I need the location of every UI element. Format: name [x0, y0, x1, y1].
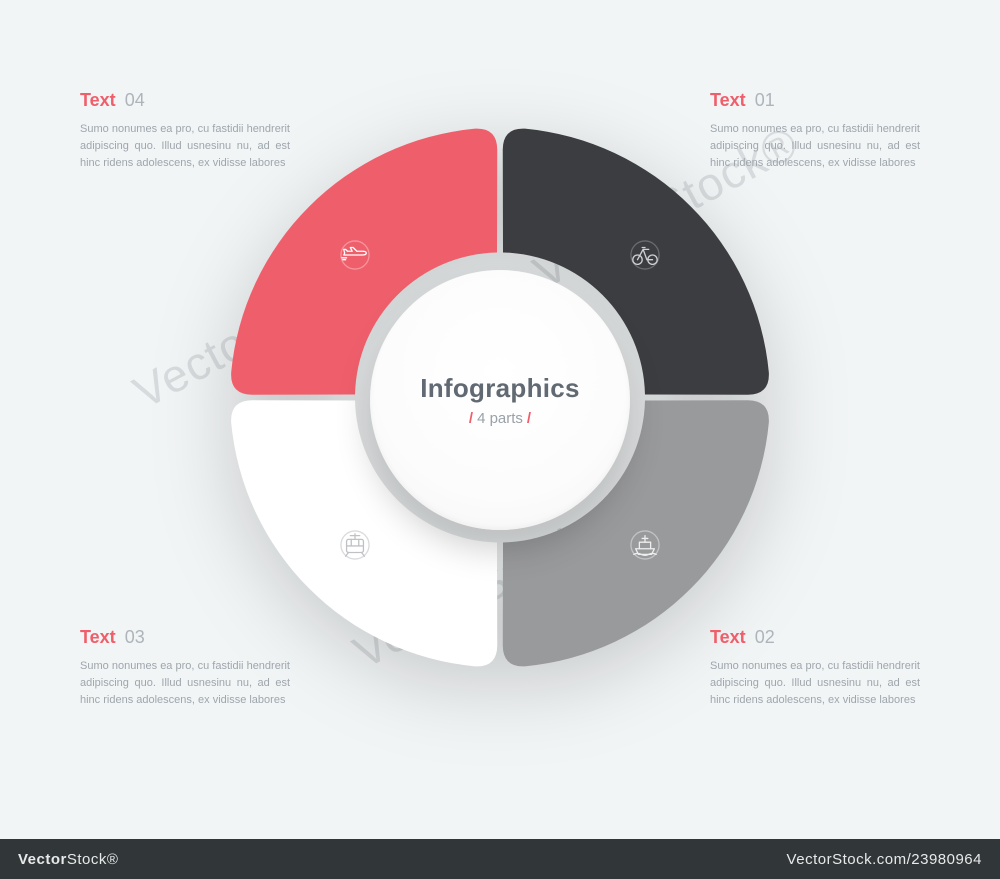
text-heading: Text 02	[710, 627, 920, 648]
text-body: Sumo nonumes ea pro, cu fastidii hendrer…	[80, 121, 290, 172]
center-subtitle: /4 parts/	[465, 410, 535, 427]
slash-icon: /	[465, 410, 477, 427]
text-heading: Text 01	[710, 90, 920, 111]
plane-icon	[327, 227, 383, 283]
footer-brand: VectorStock®	[18, 851, 118, 868]
text-heading: Text 04	[80, 90, 290, 111]
text-block-01: Text 01 Sumo nonumes ea pro, cu fastidii…	[710, 90, 920, 172]
text-heading: Text 03	[80, 627, 290, 648]
footer-id: VectorStock.com/23980964	[787, 851, 982, 868]
text-body: Sumo nonumes ea pro, cu fastidii hendrer…	[80, 658, 290, 709]
ship-icon	[617, 517, 673, 573]
infographic-stage: VectorStock® VectorStock® VectorStock® I…	[0, 0, 1000, 879]
text-block-02: Text 02 Sumo nonumes ea pro, cu fastidii…	[710, 627, 920, 709]
center-disc: Infographics /4 parts/	[370, 270, 630, 530]
center-title: Infographics	[420, 373, 580, 404]
slash-icon: /	[523, 410, 535, 427]
tram-icon	[327, 517, 383, 573]
bicycle-icon	[617, 227, 673, 283]
text-body: Sumo nonumes ea pro, cu fastidii hendrer…	[710, 658, 920, 709]
text-block-04: Text 04 Sumo nonumes ea pro, cu fastidii…	[80, 90, 290, 172]
footer-bar: VectorStock® VectorStock.com/23980964	[0, 839, 1000, 879]
text-block-03: Text 03 Sumo nonumes ea pro, cu fastidii…	[80, 627, 290, 709]
text-body: Sumo nonumes ea pro, cu fastidii hendrer…	[710, 121, 920, 172]
